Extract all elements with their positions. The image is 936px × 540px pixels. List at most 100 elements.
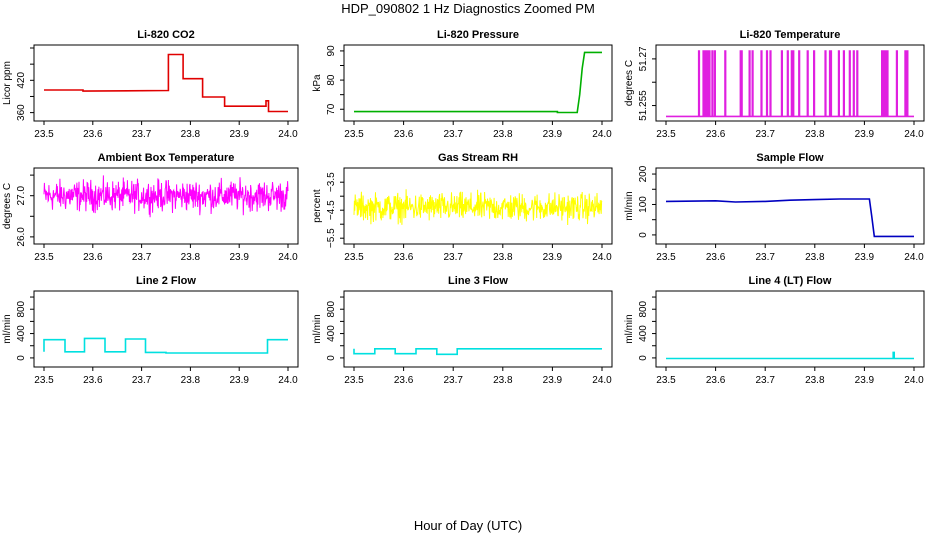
x-tick-label: 23.5 (344, 375, 364, 386)
y-axis-label: Licor ppm (2, 61, 13, 105)
plot-frame (33, 44, 299, 122)
x-tick-label: 23.6 (706, 252, 726, 263)
panel-9: Line 4 (LT) Flow 23.5 23.6 23.7 23.8 23.9 24.0… (624, 275, 925, 386)
x-tick-label: 23.5 (344, 129, 364, 140)
x-tick-label: 23.7 (132, 252, 152, 263)
panel-title: Li-820 Pressure (437, 29, 519, 41)
x-tick-label: 23.7 (132, 375, 152, 386)
series-line (44, 53, 288, 113)
panel-title: Sample Flow (756, 152, 824, 164)
plot-frame (343, 290, 613, 368)
panel-5: Gas Stream RH 23.5 23.6 23.7 23.8 23.9 24.0 −5.… (312, 152, 613, 263)
series-line (43, 337, 288, 354)
x-tick-label: 23.6 (83, 129, 103, 140)
x-tick-label: 23.8 (493, 375, 513, 386)
y-tick-label: 90 (326, 45, 337, 57)
y-tick-label: 27.0 (16, 186, 27, 206)
x-tick-label: 23.6 (706, 375, 726, 386)
y-tick-label: 100 (638, 196, 649, 213)
y-tick-label: 200 (638, 165, 649, 182)
series-line (353, 348, 602, 356)
y-axis-label: ml/min (624, 191, 635, 220)
x-tick-label: 23.7 (755, 129, 775, 140)
x-tick-label: 23.5 (656, 129, 676, 140)
x-tick-label: 23.5 (34, 129, 54, 140)
y-tick-label: 400 (638, 325, 649, 342)
x-tick-label: 24.0 (592, 252, 612, 263)
y-tick-label: 0 (16, 355, 27, 361)
series-line (665, 198, 914, 238)
y-tick-label: 70 (326, 103, 337, 115)
panel-6: Sample Flow 23.5 23.6 23.7 23.8 23.9 24.0 0 100 2… (624, 152, 925, 263)
plot-frame (655, 167, 925, 245)
y-tick-label: −5.5 (326, 228, 337, 248)
y-tick-label: 0 (326, 355, 337, 361)
y-tick-label: 26.0 (16, 227, 27, 247)
panel-title: Line 2 Flow (136, 275, 196, 287)
panel-7: Line 2 Flow 23.5 23.6 23.7 23.8 23.9 24.0 0 400 8… (2, 275, 299, 386)
x-tick-label: 23.9 (543, 129, 563, 140)
x-tick-label: 24.0 (278, 375, 298, 386)
panel-1: Li-820 CO2 23.5 23.6 23.7 23.8 23.9 24.0 360 420… (2, 29, 299, 140)
x-tick-label: 23.8 (805, 375, 825, 386)
x-tick-label: 23.9 (229, 129, 249, 140)
x-tick-label: 24.0 (904, 375, 924, 386)
x-tick-label: 23.9 (229, 375, 249, 386)
panel-title: Li-820 Temperature (740, 29, 841, 41)
x-tick-label: 23.8 (493, 252, 513, 263)
x-axis-title: Hour of Day (UTC) (413, 518, 523, 533)
x-tick-label: 23.6 (706, 129, 726, 140)
series-line (666, 351, 914, 360)
x-tick-label: 23.8 (805, 252, 825, 263)
y-axis-label: degrees C (624, 60, 635, 106)
x-tick-label: 23.6 (394, 252, 414, 263)
x-tick-label: 23.9 (543, 375, 563, 386)
x-tick-label: 24.0 (592, 129, 612, 140)
series-line (353, 189, 603, 226)
x-tick-label: 23.5 (656, 375, 676, 386)
x-tick-label: 23.9 (855, 129, 875, 140)
y-tick-label: 400 (326, 325, 337, 342)
y-tick-label: 400 (16, 325, 27, 342)
plot-frame (343, 44, 613, 122)
x-tick-label: 23.8 (181, 129, 201, 140)
x-tick-label: 23.9 (543, 252, 563, 263)
plot-frame (343, 167, 613, 245)
plot-frame (655, 290, 925, 368)
x-tick-label: 23.8 (805, 129, 825, 140)
x-tick-label: 23.8 (493, 129, 513, 140)
panel-title: Line 4 (LT) Flow (749, 275, 832, 287)
panel-title: Ambient Box Temperature (98, 152, 235, 164)
series-line (666, 50, 914, 118)
x-tick-label: 23.7 (755, 375, 775, 386)
panel-3: Li-820 Temperature 23.5 23.6 23.7 23.8 23.9 24… (624, 29, 925, 140)
x-tick-label: 23.7 (132, 129, 152, 140)
series-line (43, 175, 289, 218)
x-tick-label: 23.6 (394, 375, 414, 386)
y-axis-label: kPa (312, 74, 323, 92)
x-tick-label: 23.9 (855, 252, 875, 263)
x-tick-label: 23.7 (443, 129, 463, 140)
y-tick-label: 360 (16, 104, 27, 121)
x-tick-label: 23.9 (229, 252, 249, 263)
y-tick-label: 0 (638, 232, 649, 238)
x-tick-label: 23.6 (83, 375, 103, 386)
y-tick-label: 420 (16, 72, 27, 89)
x-tick-label: 23.5 (344, 252, 364, 263)
x-tick-label: 24.0 (904, 252, 924, 263)
x-tick-label: 23.5 (34, 252, 54, 263)
y-tick-label: 800 (326, 300, 337, 317)
y-axis-label: ml/min (312, 314, 323, 343)
y-tick-label: −3.5 (326, 172, 337, 192)
x-tick-label: 23.5 (656, 252, 676, 263)
y-tick-label: 0 (638, 355, 649, 361)
panel-2: Li-820 Pressure 23.5 23.6 23.7 23.8 23.9 24.0 7… (312, 29, 613, 140)
panel-4: Ambient Box Temperature 23.5 23.6 23.7 23.8 2… (2, 152, 299, 263)
y-axis-label: percent (312, 189, 323, 223)
plot-frame (33, 290, 299, 368)
y-tick-label: 800 (16, 300, 27, 317)
y-tick-label: 51.255 (638, 90, 649, 121)
y-tick-label: 800 (638, 300, 649, 317)
x-tick-label: 24.0 (904, 129, 924, 140)
